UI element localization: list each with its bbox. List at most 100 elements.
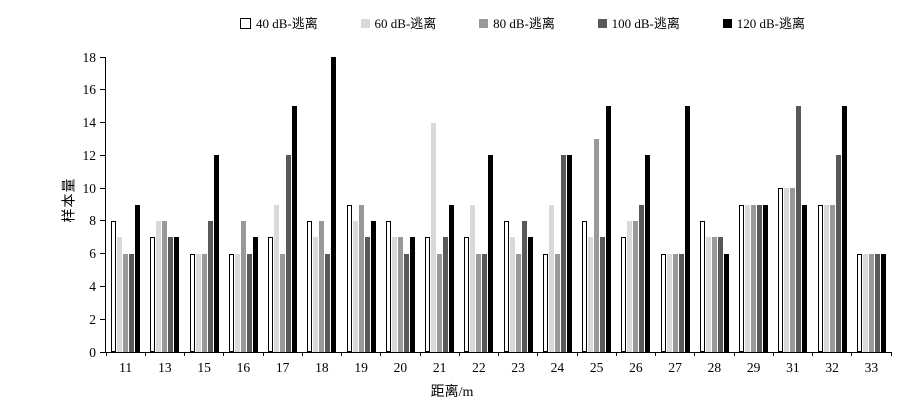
bar-40-dB-逃离 xyxy=(307,220,313,352)
bar-40-dB-逃离 xyxy=(464,237,470,352)
x-axis-title: 距离/m xyxy=(430,385,474,400)
y-axis-tick-label: 2 xyxy=(89,311,96,327)
bar-60-dB-逃离 xyxy=(234,253,240,352)
bar-100-dB-逃离 xyxy=(207,220,213,352)
legend-swatch-icon xyxy=(360,18,370,28)
x-axis-tick-label: 15 xyxy=(197,360,211,375)
y-axis-tick-label: 14 xyxy=(82,115,97,131)
legend-swatch-icon xyxy=(597,18,607,28)
x-axis-tick-label: 20 xyxy=(393,360,408,375)
legend-swatch-icon xyxy=(722,18,732,28)
bar-60-dB-逃离 xyxy=(862,253,868,352)
bar-40-dB-逃离 xyxy=(268,237,274,352)
bar-40-dB-逃离 xyxy=(503,220,509,352)
bar-group xyxy=(542,155,572,352)
bar-60-dB-逃离 xyxy=(627,220,633,352)
bar-40-dB-逃离 xyxy=(111,220,117,352)
bar-120-dB-逃离 xyxy=(880,253,886,352)
bar-100-dB-逃离 xyxy=(874,253,880,352)
bar-80-dB-逃离 xyxy=(868,253,874,352)
x-axis-tick-label: 27 xyxy=(668,360,682,375)
bar-group xyxy=(307,57,337,352)
x-axis-tick xyxy=(537,352,539,356)
legend-swatch-icon xyxy=(240,17,251,29)
bar-80-dB-逃离 xyxy=(280,253,286,352)
x-axis-tick-label: 33 xyxy=(864,360,879,375)
bar-40-dB-逃离 xyxy=(856,253,862,352)
bar-group xyxy=(503,220,533,352)
y-axis-tick-label: 8 xyxy=(89,213,96,229)
bar-60-dB-逃离 xyxy=(431,122,437,352)
x-axis-tick xyxy=(380,352,382,356)
bar-40-dB-逃离 xyxy=(189,253,195,352)
bar-group xyxy=(150,220,180,352)
plot-area: 0 2 4 6 8 10 12 14 16 18 11 13 15 16 17 18 19 20 21 22 23 24 2… xyxy=(83,50,892,374)
bar-100-dB-逃离 xyxy=(325,253,331,352)
bar-80-dB-逃离 xyxy=(437,253,443,352)
legend-item: 80 dB-逃离 xyxy=(479,17,555,30)
x-axis-tick xyxy=(419,352,421,356)
bar-40-dB-逃离 xyxy=(778,188,784,352)
bar-120-dB-逃离 xyxy=(763,204,769,352)
bar-120-dB-逃离 xyxy=(370,220,376,352)
legend-item: 120 dB-逃离 xyxy=(722,17,805,30)
x-axis-tick-label: 28 xyxy=(707,360,722,375)
bar-40-dB-逃离 xyxy=(739,204,745,352)
x-axis-tick xyxy=(498,352,499,356)
x-axis-tick-label: 32 xyxy=(825,360,839,375)
bar-100-dB-逃离 xyxy=(364,237,370,352)
x-axis-tick xyxy=(655,352,656,356)
bar-group xyxy=(660,106,690,352)
bar-100-dB-逃离 xyxy=(796,106,802,352)
bar-group xyxy=(699,220,729,352)
bar-group xyxy=(385,220,415,352)
bar-100-dB-逃离 xyxy=(129,253,135,352)
bar-60-dB-逃离 xyxy=(823,204,829,352)
bar-60-dB-逃离 xyxy=(195,253,201,352)
bar-100-dB-逃离 xyxy=(678,253,684,352)
bar-60-dB-逃离 xyxy=(313,237,319,352)
x-axis-tick xyxy=(694,352,696,356)
bar-120-dB-逃离 xyxy=(331,57,337,352)
bar-80-dB-逃离 xyxy=(829,204,835,352)
bar-80-dB-逃离 xyxy=(476,253,482,352)
x-axis-tick xyxy=(851,352,853,356)
bar-40-dB-逃离 xyxy=(542,253,548,352)
bar-80-dB-逃离 xyxy=(123,253,129,352)
bar-80-dB-逃离 xyxy=(711,237,717,352)
x-axis-tick xyxy=(144,352,146,356)
bar-80-dB-逃离 xyxy=(515,253,521,352)
bar-40-dB-逃离 xyxy=(425,237,431,352)
bar-80-dB-逃离 xyxy=(594,138,600,352)
bar-60-dB-逃离 xyxy=(117,237,123,352)
bar-120-dB-逃离 xyxy=(213,155,219,352)
x-axis-tick xyxy=(105,352,107,356)
x-axis-tick-label: 26 xyxy=(629,360,643,375)
x-axis-tick xyxy=(184,352,185,356)
x-axis-tick xyxy=(615,352,617,356)
bar-100-dB-逃离 xyxy=(403,253,409,352)
x-axis-tick-label: 22 xyxy=(472,360,486,375)
bar-120-dB-逃离 xyxy=(645,155,651,352)
bar-group xyxy=(346,204,376,352)
bar-group xyxy=(582,106,612,352)
legend-label: 80 dB-逃离 xyxy=(493,15,555,31)
bar-60-dB-逃离 xyxy=(745,204,751,352)
bar-60-dB-逃离 xyxy=(666,253,672,352)
bar-40-dB-逃离 xyxy=(150,237,156,352)
x-axis-tick-label: 21 xyxy=(432,360,447,375)
bar-100-dB-逃离 xyxy=(168,237,174,352)
bar-60-dB-逃离 xyxy=(705,237,711,352)
bar-80-dB-逃离 xyxy=(162,220,168,352)
bar-60-dB-逃离 xyxy=(470,204,476,352)
y-axis-tick-label: 4 xyxy=(89,278,96,294)
y-axis-tick xyxy=(100,89,105,91)
bar-40-dB-逃离 xyxy=(621,237,627,352)
bar-60-dB-逃离 xyxy=(548,204,554,352)
bar-100-dB-逃离 xyxy=(286,155,292,352)
bar-120-dB-逃离 xyxy=(409,237,415,352)
bar-80-dB-逃离 xyxy=(240,220,246,352)
x-axis-tick-label: 17 xyxy=(275,360,290,375)
legend-item: 60 dB-逃离 xyxy=(360,17,436,30)
x-axis-tick xyxy=(772,352,774,356)
